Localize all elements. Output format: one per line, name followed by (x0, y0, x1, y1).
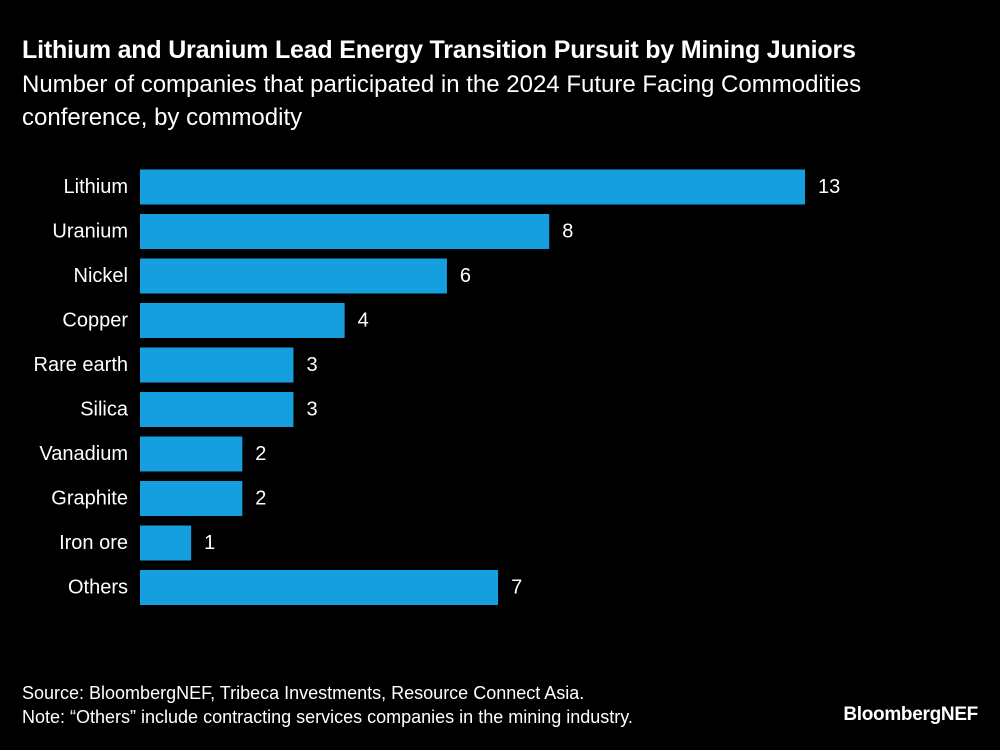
chart-subtitle: Number of companies that participated in… (22, 71, 862, 131)
category-label: Silica (80, 399, 129, 421)
category-label: Nickel (74, 265, 128, 287)
bar-silica (140, 392, 294, 427)
value-label: 6 (460, 265, 471, 287)
chart-footer: Source: BloombergNEF, Tribeca Investment… (22, 681, 802, 729)
bar-copper (140, 303, 345, 338)
category-label: Others (68, 577, 128, 599)
value-label: 2 (255, 488, 266, 510)
bar-iron-ore (140, 525, 192, 561)
category-label: Rare earth (34, 354, 129, 376)
value-label: 4 (358, 310, 369, 332)
bar-others (140, 570, 499, 605)
value-label: 13 (818, 176, 840, 198)
value-label: 3 (306, 399, 317, 421)
category-label: Vanadium (39, 443, 128, 465)
value-label: 8 (562, 221, 573, 243)
bar-lithium (140, 169, 805, 205)
bar-uranium (140, 214, 550, 249)
source-note: Source: BloombergNEF, Tribeca Investment… (22, 683, 585, 703)
footnote: Note: “Others” include contracting servi… (22, 707, 633, 727)
brand-logo: BloombergNEF (843, 704, 978, 725)
value-label: 1 (204, 532, 215, 554)
bar-graphite (140, 481, 243, 516)
value-label: 2 (255, 443, 266, 465)
category-label: Uranium (52, 221, 128, 243)
category-label: Copper (62, 310, 128, 332)
bar-nickel (140, 258, 447, 294)
chart-title: Lithium and Uranium Lead Energy Transiti… (22, 36, 856, 64)
bar-vanadium (140, 436, 243, 472)
category-label: Iron ore (59, 532, 128, 554)
value-label: 3 (306, 354, 317, 376)
value-label: 7 (511, 577, 522, 599)
category-label: Lithium (64, 176, 128, 198)
bar-rare-earth (140, 347, 294, 383)
category-label: Graphite (51, 488, 128, 510)
